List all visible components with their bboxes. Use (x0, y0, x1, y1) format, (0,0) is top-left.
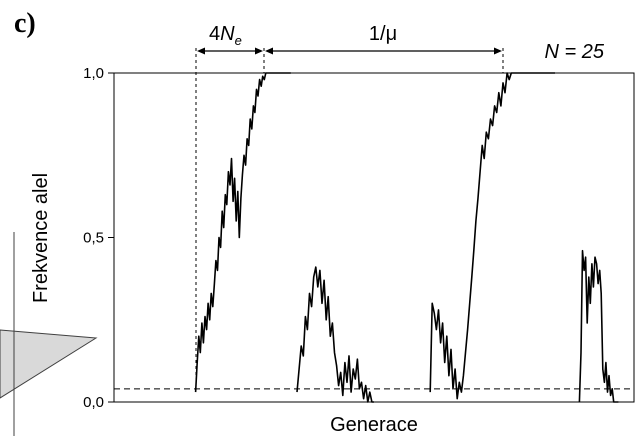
x-axis-label: Generace (330, 414, 418, 436)
series-line-1 (194, 72, 291, 393)
y-axis-label: Frekvence alel (30, 173, 52, 303)
y-tick-label: 0,5 (83, 230, 104, 247)
series-line-4 (578, 249, 619, 403)
y-tick-label: 0,0 (83, 394, 104, 411)
mu-label: 1/μ (369, 23, 397, 45)
plot-frame (113, 72, 635, 403)
n-label: N = 25 (545, 41, 605, 63)
y-tick-label: 1,0 (83, 65, 104, 82)
callout-shape (0, 329, 98, 399)
y-axis: 0,0 0,5 1,0 (83, 65, 114, 411)
series-line-3 (429, 72, 555, 400)
ne-label: 4Ne (209, 23, 242, 48)
ne-arrow (197, 47, 263, 55)
mu-arrow (265, 47, 502, 55)
panel-label: c) (14, 8, 36, 39)
series-group (194, 72, 619, 403)
series-line-2 (296, 266, 374, 403)
